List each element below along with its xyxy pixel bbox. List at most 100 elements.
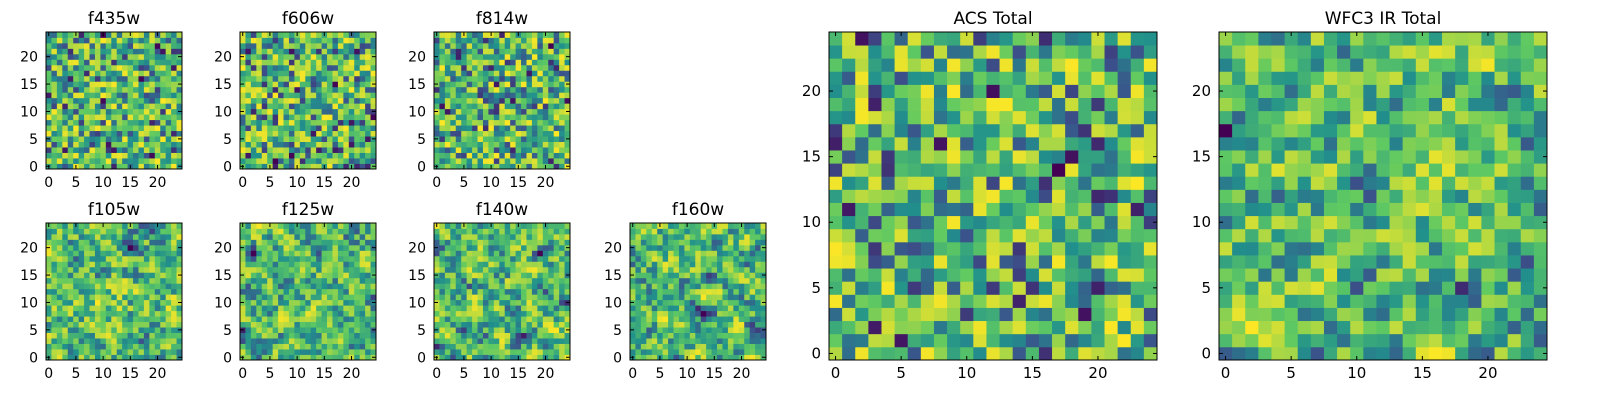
heatmap-cell bbox=[1065, 189, 1079, 203]
heatmap-cell bbox=[111, 261, 118, 268]
heatmap-cell bbox=[288, 327, 295, 333]
heatmap-cell bbox=[245, 349, 252, 355]
heatmap-cell bbox=[62, 223, 69, 229]
heatmap-cell bbox=[640, 299, 647, 306]
heatmap-cell bbox=[700, 223, 707, 229]
heatmap-cell bbox=[646, 343, 653, 350]
heatmap-cell bbox=[354, 233, 361, 240]
heatmap-cell bbox=[510, 327, 516, 333]
heatmap-cell bbox=[256, 288, 263, 295]
heatmap-cell bbox=[504, 37, 511, 44]
heatmap-cell bbox=[973, 294, 987, 308]
heatmap-cell bbox=[450, 125, 457, 132]
heatmap-cell bbox=[133, 354, 139, 361]
heatmap-cell bbox=[461, 349, 468, 355]
chart-title: f105w bbox=[88, 200, 140, 220]
heatmap-cell bbox=[564, 288, 571, 295]
heatmap-cell bbox=[116, 75, 123, 82]
x-tick-label: 15 bbox=[121, 366, 139, 382]
heatmap-cell bbox=[56, 255, 63, 262]
heatmap-cell bbox=[455, 349, 462, 355]
heatmap-cell bbox=[477, 338, 484, 344]
y-tick-label: 0 bbox=[613, 350, 622, 366]
heatmap-cell bbox=[472, 223, 478, 229]
heatmap-cell bbox=[321, 228, 328, 235]
heatmap-cell bbox=[321, 305, 328, 312]
heatmap-cell bbox=[444, 316, 451, 323]
heatmap-cell bbox=[165, 228, 172, 235]
heatmap-cell bbox=[559, 75, 565, 82]
heatmap-cell bbox=[89, 228, 96, 235]
heatmap-cell bbox=[256, 32, 263, 38]
heatmap-cell bbox=[288, 294, 295, 301]
heatmap-cell bbox=[651, 244, 658, 251]
heatmap-cell bbox=[455, 152, 462, 159]
heatmap-cell bbox=[256, 64, 263, 71]
heatmap-cell bbox=[272, 250, 279, 257]
heatmap-cell bbox=[359, 332, 366, 339]
heatmap-cell bbox=[143, 32, 150, 38]
heatmap-cell bbox=[133, 163, 139, 170]
heatmap-cell bbox=[176, 103, 183, 110]
heatmap-cell bbox=[466, 277, 473, 284]
heatmap-cell bbox=[531, 233, 538, 240]
heatmap-cell bbox=[755, 310, 761, 317]
heatmap-cell bbox=[640, 283, 647, 290]
heatmap-cell bbox=[105, 338, 112, 344]
heatmap-cell bbox=[245, 233, 252, 240]
heatmap-cell bbox=[999, 307, 1014, 322]
heatmap-cell bbox=[89, 103, 96, 110]
heatmap-cell bbox=[920, 163, 935, 177]
heatmap-cell bbox=[359, 70, 366, 77]
heatmap-cell bbox=[62, 332, 69, 339]
heatmap-cell bbox=[305, 250, 312, 257]
heatmap-cell bbox=[89, 92, 96, 99]
heatmap-cell bbox=[635, 321, 642, 328]
heatmap-cell bbox=[51, 233, 58, 240]
heatmap-cell bbox=[700, 305, 707, 312]
heatmap-cell bbox=[171, 114, 177, 121]
heatmap-cell bbox=[122, 321, 128, 328]
heatmap-cell bbox=[450, 288, 457, 295]
heatmap-cell bbox=[450, 261, 457, 268]
heatmap-cell bbox=[510, 294, 516, 301]
heatmap-cell bbox=[332, 86, 339, 93]
heatmap-cell bbox=[171, 288, 177, 295]
heatmap-cell bbox=[673, 294, 680, 301]
heatmap-cell bbox=[531, 48, 538, 55]
heatmap-cell bbox=[337, 130, 344, 137]
heatmap-cell bbox=[105, 294, 112, 301]
heatmap-cell bbox=[444, 42, 451, 49]
heatmap-cell bbox=[646, 283, 653, 290]
heatmap-cell bbox=[542, 92, 549, 99]
heatmap-cell bbox=[855, 228, 869, 243]
heatmap-cell bbox=[455, 223, 462, 229]
heatmap-cell bbox=[283, 141, 290, 148]
heatmap-cell bbox=[504, 343, 511, 350]
heatmap-cell bbox=[727, 255, 734, 262]
heatmap-cell bbox=[105, 130, 112, 137]
heatmap-cell bbox=[105, 147, 112, 153]
heatmap-cell bbox=[160, 261, 167, 268]
heatmap-cell bbox=[321, 92, 328, 99]
heatmap-cell bbox=[84, 64, 90, 71]
heatmap-cell bbox=[482, 141, 489, 148]
heatmap-cell bbox=[327, 59, 333, 66]
heatmap-cell bbox=[829, 333, 843, 348]
heatmap-cell bbox=[1038, 307, 1053, 322]
x-tick-label: 10 bbox=[94, 366, 112, 382]
heatmap-cell bbox=[256, 147, 263, 153]
heatmap-cell bbox=[67, 32, 74, 38]
heatmap-cell bbox=[294, 158, 301, 164]
heatmap-cell bbox=[310, 75, 317, 82]
heatmap-cell bbox=[564, 158, 571, 164]
heatmap-cell bbox=[111, 92, 118, 99]
heatmap-cell bbox=[316, 92, 322, 99]
heatmap-cell bbox=[434, 338, 440, 344]
heatmap-cell bbox=[272, 125, 279, 132]
heatmap-cell bbox=[370, 316, 377, 323]
heatmap-cell bbox=[160, 130, 167, 137]
heatmap-cell bbox=[755, 316, 761, 323]
heatmap-cell bbox=[359, 228, 366, 235]
heatmap-cell bbox=[111, 136, 118, 142]
